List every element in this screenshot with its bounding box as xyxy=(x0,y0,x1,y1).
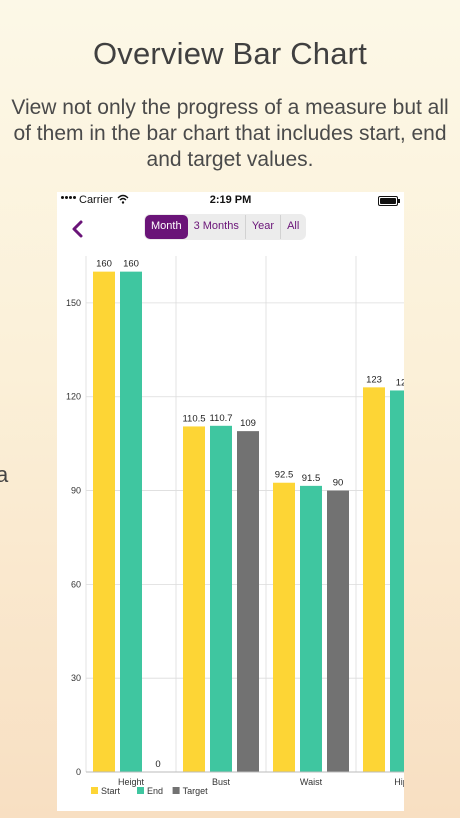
legend-swatch-start xyxy=(91,787,98,794)
period-segmented-control: Month 3 Months Year All xyxy=(144,214,307,240)
status-bar: Carrier 2:19 PM xyxy=(57,192,404,210)
wifi-icon xyxy=(117,194,129,204)
phone-screen: Carrier 2:19 PM Month 3 Months Year All … xyxy=(57,192,404,811)
bar-chart: 0 30 60 90 120 150 160 160 0 Height 110.5 110.7 109 B… xyxy=(66,256,404,796)
data-label-bust-end: 110.7 xyxy=(209,413,232,424)
segment-month[interactable]: Month xyxy=(145,215,188,239)
bar-bust-target xyxy=(237,431,259,772)
x-tick-label-bust: Bust xyxy=(212,777,231,787)
data-label-waist-target: 90 xyxy=(333,478,344,489)
legend-swatch-target xyxy=(172,787,180,794)
edge-text-fragment: a xyxy=(0,462,9,487)
data-label-hip-end: 12 xyxy=(396,377,404,388)
legend-label-target: Target xyxy=(183,786,209,796)
legend-label-end: End xyxy=(147,786,163,796)
battery-icon xyxy=(378,196,400,206)
bar-waist-target xyxy=(327,490,349,772)
data-label-bust-start: 110.5 xyxy=(182,413,205,424)
bar-height-start xyxy=(93,271,115,772)
bar-height-end xyxy=(120,271,142,772)
data-label-hip-start: 123 xyxy=(366,374,382,385)
bar-waist-end xyxy=(300,485,322,772)
data-label-bust-target: 109 xyxy=(240,418,256,429)
segment-all[interactable]: All xyxy=(287,220,300,232)
bar-bust-start xyxy=(183,426,205,772)
segment-year[interactable]: Year xyxy=(246,215,282,239)
chevron-left-icon[interactable] xyxy=(67,218,89,240)
bar-hip-end xyxy=(390,390,404,772)
x-tick-label-height: Height xyxy=(118,777,145,787)
y-tick-label-0: 0 xyxy=(76,767,81,777)
nav-bar: Month 3 Months Year All xyxy=(57,210,404,248)
data-label-waist-start: 92.5 xyxy=(275,470,294,481)
carrier-label: Carrier xyxy=(79,194,113,206)
signal-icon xyxy=(61,196,76,199)
promo-subtitle: View not only the progress of a measure … xyxy=(11,96,449,171)
bar-waist-start xyxy=(273,482,295,772)
status-time: 2:19 PM xyxy=(209,194,252,206)
legend-label-start: Start xyxy=(101,786,121,796)
data-label-height-end: 160 xyxy=(123,259,139,270)
promo-title: Overview Bar Chart xyxy=(92,36,368,71)
x-tick-label-hip: Hip xyxy=(394,777,404,787)
y-tick-label-1: 30 xyxy=(71,673,81,683)
y-tick-label-2: 60 xyxy=(71,579,81,589)
bar-hip-start xyxy=(363,387,385,772)
data-label-height-start: 160 xyxy=(96,259,112,270)
data-label-height-target: 0 xyxy=(155,759,160,770)
y-tick-label-4: 120 xyxy=(66,392,81,402)
x-tick-label-waist: Waist xyxy=(300,777,323,787)
segment-3-months[interactable]: 3 Months xyxy=(188,215,246,239)
data-label-waist-end: 91.5 xyxy=(302,473,321,484)
y-tick-label-5: 150 xyxy=(66,298,81,308)
legend-swatch-end xyxy=(137,787,144,794)
bar-bust-end xyxy=(210,425,232,772)
y-tick-label-3: 90 xyxy=(71,486,81,496)
